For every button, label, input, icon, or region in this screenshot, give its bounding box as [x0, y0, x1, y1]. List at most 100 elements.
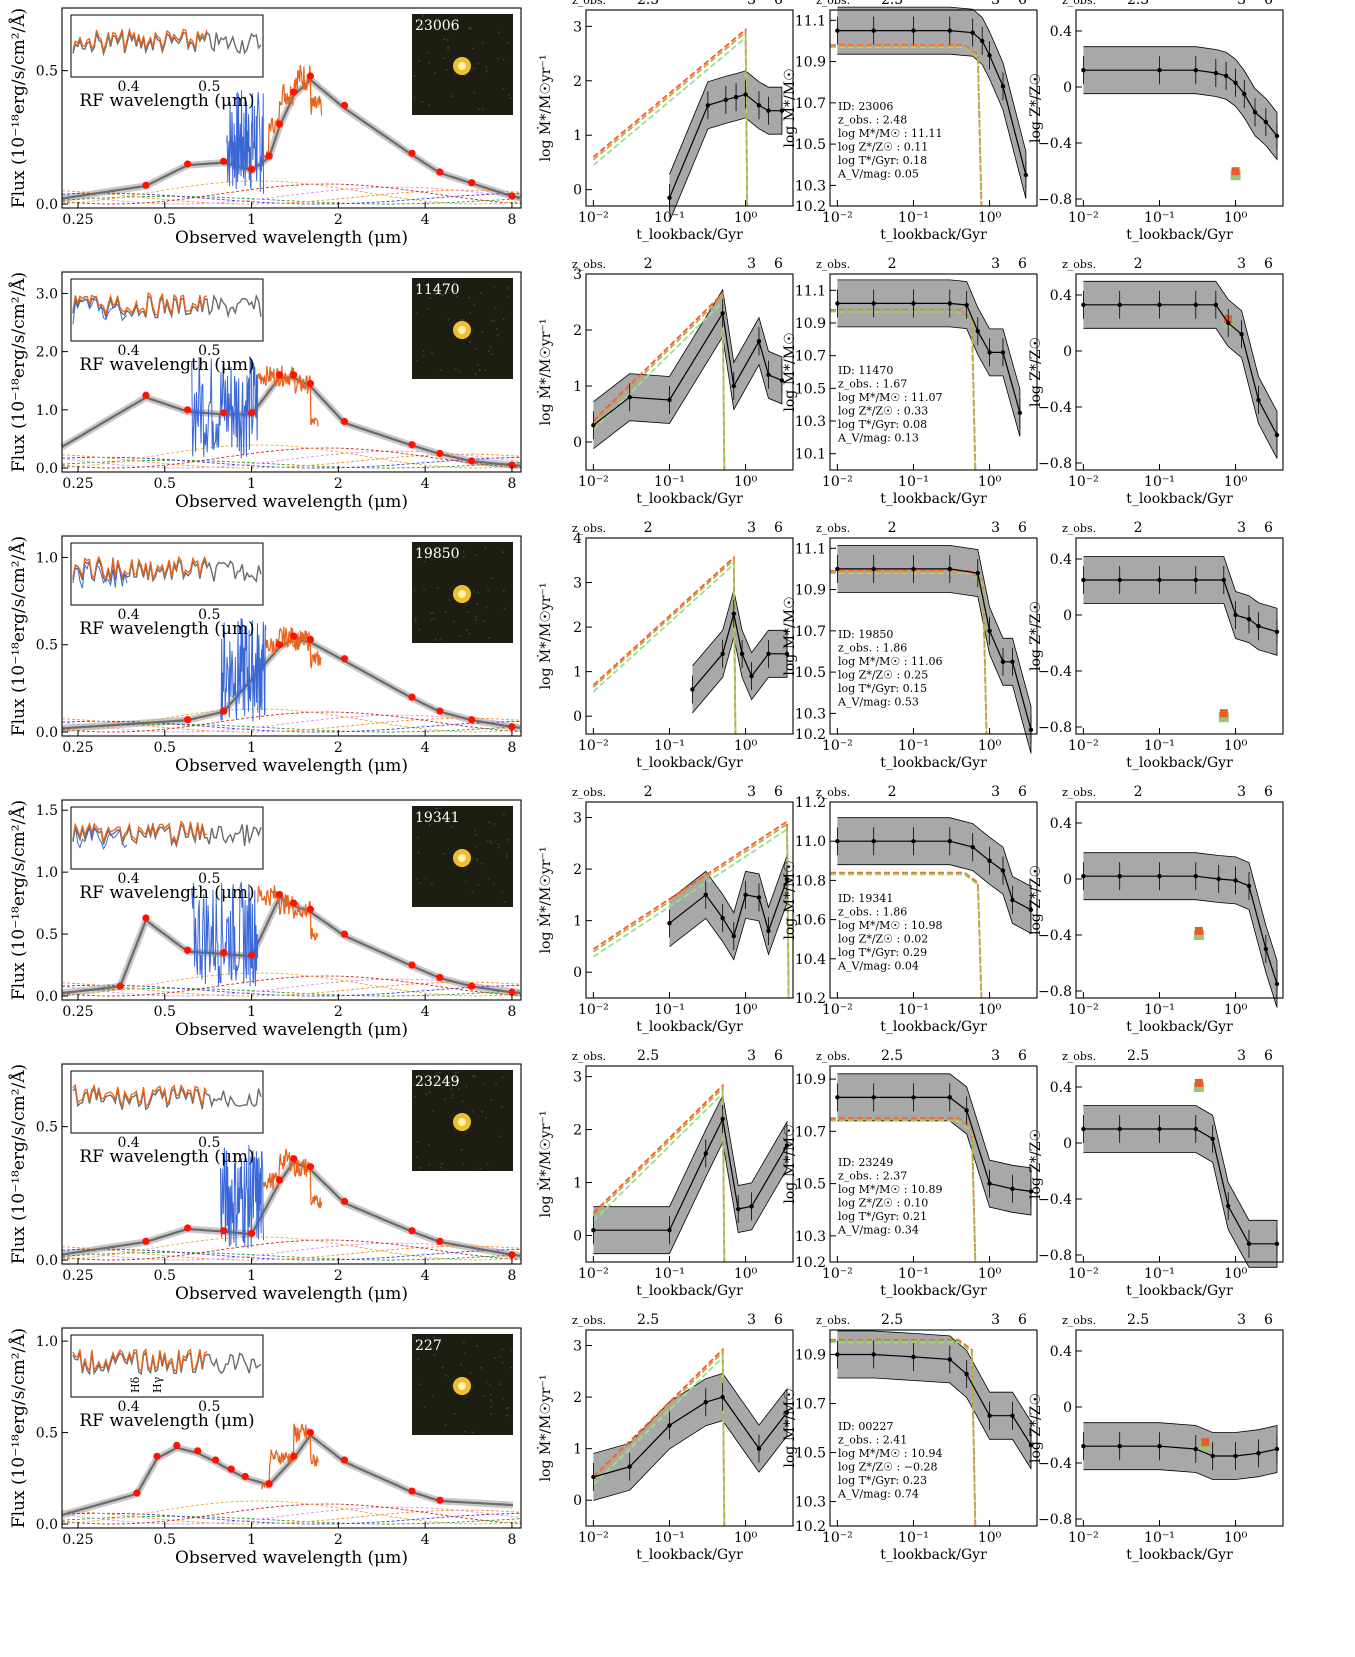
zobs-label: z_obs. — [1062, 258, 1096, 271]
median-point — [667, 397, 672, 403]
ytick-label: 10.3 — [795, 414, 826, 430]
zobs-label: z_obs. — [572, 1050, 606, 1063]
ytick-label: −0.4 — [1038, 400, 1072, 416]
ytick-label: 3 — [573, 1338, 582, 1354]
thumbnail-noise — [450, 23, 453, 26]
inset-xtick-label: 0.5 — [198, 871, 220, 887]
median-point — [784, 1410, 790, 1415]
thumbnail-noise — [444, 1098, 447, 1101]
xtick-label: 10⁻¹ — [1144, 210, 1175, 226]
sed-panel: 0.25 0.5 1 2 4 8 Observed wavelength (μm) 0.0 0.… — [8, 1063, 522, 1304]
sfr-model-dash-0 — [592, 1083, 726, 1263]
thumbnail-noise — [489, 1393, 492, 1396]
info-line: log M*/M☉ : 11.07 — [838, 391, 942, 404]
thumbnail-noise — [469, 1372, 472, 1375]
thumbnail-noise — [485, 70, 488, 73]
median-point — [756, 103, 762, 108]
time-xlabel: t_lookback/Gyr — [636, 1283, 743, 1299]
median-point — [1000, 868, 1006, 873]
thumbnail-noise — [472, 1431, 475, 1434]
photometry-point — [142, 181, 150, 189]
median-point — [1000, 659, 1006, 664]
sed-xlabel: Observed wavelength (μm) — [175, 1284, 408, 1304]
photometry-point — [184, 946, 192, 954]
sed-xtick-label: 0.25 — [62, 740, 93, 756]
flux-ylabel: Flux (10⁻¹⁸erg/s/cm²/Å) — [8, 1328, 29, 1528]
median-point — [720, 915, 725, 921]
spectrum-blue — [220, 617, 267, 722]
sed-component-3 — [61, 714, 522, 733]
median-point — [667, 1423, 672, 1428]
ytick-label: 2 — [573, 862, 582, 878]
ytick-label: 1 — [573, 1176, 582, 1192]
median-point — [964, 1371, 969, 1377]
zobs-tick-label: 6 — [1018, 1312, 1027, 1328]
photometry-point — [241, 1472, 249, 1481]
inset-spectrum: 0.4 0.5RF wavelength (μm) — [70, 14, 264, 111]
sed-ytick-label: 0.5 — [36, 1120, 58, 1136]
thumbnail-noise — [432, 1109, 435, 1112]
model-band — [60, 374, 521, 470]
metal-marker-red — [1219, 709, 1228, 718]
inset-xlabel: RF wavelength (μm) — [79, 883, 254, 903]
median-point — [987, 1413, 992, 1418]
thumbnail-noise — [502, 318, 505, 321]
ytick-label: 10.9 — [795, 316, 826, 332]
xtick-label: 10⁻¹ — [654, 474, 685, 490]
ytick-label: 10.1 — [795, 447, 826, 463]
flux-ylabel: Flux (10⁻¹⁸erg/s/cm²/Å) — [8, 800, 29, 1000]
median-point — [1157, 1126, 1162, 1132]
inset-spectrum-orange — [72, 1347, 208, 1373]
xtick-label: 10⁰ — [734, 210, 758, 226]
sed-panel: 0.25 0.5 1 2 4 8 Observed wavelength (μm) 0.0 0.… — [8, 799, 522, 1040]
ytick-label: 10.3 — [795, 706, 826, 722]
thumbnail-noise — [498, 1383, 501, 1386]
sfr-ylabel: log Ṁ*/M☉yr⁻¹ — [536, 847, 554, 954]
metal-band — [1083, 46, 1278, 161]
xtick-label: 10⁻¹ — [898, 474, 929, 490]
median-point — [1210, 1453, 1215, 1459]
sfr-model-dash-0 — [592, 819, 790, 999]
median-point — [720, 311, 725, 316]
ytick-label: 0 — [1063, 1400, 1072, 1416]
thumbnail-noise — [490, 1098, 493, 1101]
spectrum-blue — [226, 90, 264, 194]
xtick-label: 10⁻² — [578, 738, 609, 754]
zobs-tick-label: 3 — [747, 1312, 756, 1328]
median-point — [1028, 1189, 1034, 1194]
photometry-point — [408, 1487, 416, 1495]
ytick-label: −0.4 — [1038, 136, 1072, 152]
thumbnail-noise — [428, 104, 431, 107]
zobs-tick-label: 3 — [1237, 520, 1246, 536]
median-point — [1117, 874, 1122, 879]
median-point — [1028, 1442, 1034, 1448]
thumbnail-noise — [436, 19, 439, 22]
zobs-tick-label: 6 — [1264, 256, 1273, 272]
sed-ytick-label: 0.0 — [36, 989, 58, 1005]
sed-xtick-label: 4 — [421, 476, 430, 492]
sfr-model-dash-0 — [592, 555, 737, 735]
mass-model-dash-2 — [830, 1340, 977, 1527]
thumbnail-noise — [502, 88, 505, 91]
zobs-tick-label: 2.5 — [881, 1048, 903, 1064]
photometry-point — [227, 1465, 235, 1473]
ytick-label: 0 — [1063, 872, 1072, 888]
thumbnail-noise — [447, 46, 450, 49]
median-point — [835, 839, 840, 844]
mass-model-dash-2 — [830, 571, 988, 735]
thumbnail-noise — [480, 862, 483, 865]
time-xlabel: t_lookback/Gyr — [636, 755, 743, 771]
thumbnail-noise — [487, 350, 490, 353]
time-xlabel: t_lookback/Gyr — [1126, 1547, 1233, 1563]
ytick-label: 4 — [573, 531, 582, 547]
zobs-label: z_obs. — [1062, 0, 1096, 7]
sed-xtick-label: 1 — [247, 740, 256, 756]
ytick-label: 10.2 — [795, 991, 826, 1007]
sed-component-3 — [61, 1242, 522, 1261]
sed-xtick-label: 0.25 — [62, 1268, 93, 1284]
thumbnail-noise — [472, 67, 475, 70]
inset-spectrum: 0.4 0.5RF wavelength (μm) — [70, 542, 264, 639]
sed-xtick-label: 8 — [507, 740, 516, 756]
thumbnail-noise — [442, 56, 445, 59]
